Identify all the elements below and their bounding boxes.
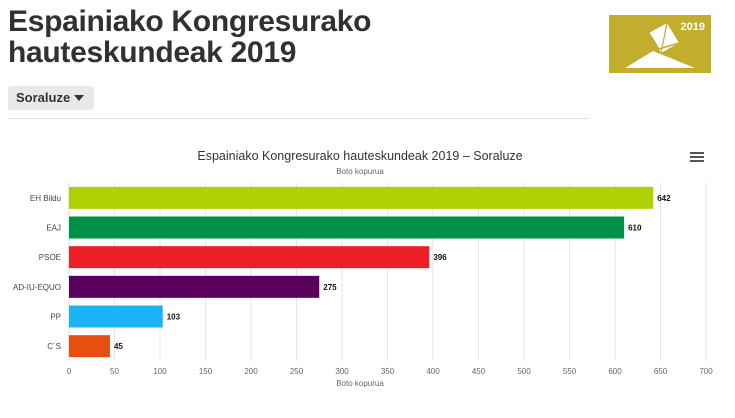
chart-subtitle: Boto kopurua	[336, 167, 384, 176]
x-tick-label: 50	[110, 367, 119, 376]
bar	[69, 275, 320, 298]
y-category-label: EH Bildu	[30, 194, 61, 203]
chart-menu-button[interactable]	[690, 152, 704, 164]
bar-chart: Espainiako Kongresurako hauteskundeak 20…	[13, 149, 713, 388]
hamburger-icon-line	[690, 160, 704, 162]
bar-data-label: 610	[628, 224, 642, 233]
x-tick-label: 650	[654, 367, 668, 376]
election-logo: 2019	[609, 15, 711, 73]
chevron-down-icon	[74, 95, 84, 101]
ballot-box-icon	[625, 22, 695, 68]
page-title: Espainiako Kongresurako hauteskundeak 20…	[8, 5, 372, 69]
y-category-label: PP	[50, 313, 61, 322]
x-tick-label: 0	[67, 367, 72, 376]
bar	[69, 335, 110, 358]
bar-layer	[69, 186, 654, 358]
x-tick-label: 450	[472, 367, 486, 376]
x-tick-label: 150	[199, 367, 213, 376]
x-tick-label: 400	[426, 367, 440, 376]
bar	[69, 305, 163, 328]
y-category-label: C´S	[47, 342, 61, 351]
bar-data-label: 396	[433, 253, 447, 262]
x-tick-label: 350	[381, 367, 395, 376]
x-tick-label: 200	[244, 367, 258, 376]
y-category-label: AD-IU-EQUO	[13, 283, 61, 292]
x-tick-label: 250	[290, 367, 304, 376]
municipality-select-value: Soraluze	[16, 90, 71, 105]
bar-data-label: 642	[657, 194, 671, 203]
divider	[8, 118, 590, 119]
municipality-select[interactable]: Soraluze	[8, 86, 94, 110]
x-tick-label: 300	[335, 367, 349, 376]
x-axis-title: Boto kopurua	[336, 379, 384, 388]
bar	[69, 246, 430, 269]
x-tick-label: 500	[517, 367, 531, 376]
x-tick-label: 550	[563, 367, 577, 376]
x-tick-label: 100	[153, 367, 167, 376]
bar-data-label: 45	[114, 342, 123, 351]
bar-data-label: 275	[323, 283, 337, 292]
x-tick-label: 700	[699, 367, 713, 376]
grid-layer	[68, 183, 707, 361]
bar-data-label: 103	[167, 313, 181, 322]
bar	[69, 186, 654, 209]
chart-title: Espainiako Kongresurako hauteskundeak 20…	[197, 149, 522, 163]
chart-container: Espainiako Kongresurako hauteskundeak 20…	[0, 136, 735, 413]
logo-year: 2019	[680, 21, 705, 33]
label-layer: 0 50 100 150 200 250 300 350 400 450 500 550 600 650 7…	[13, 194, 713, 376]
hamburger-icon-line	[690, 156, 704, 158]
y-category-label: PSOE	[39, 253, 61, 262]
bar	[69, 216, 625, 239]
x-tick-label: 600	[608, 367, 622, 376]
y-category-label: EAJ	[46, 224, 61, 233]
hamburger-icon-line	[690, 152, 704, 154]
